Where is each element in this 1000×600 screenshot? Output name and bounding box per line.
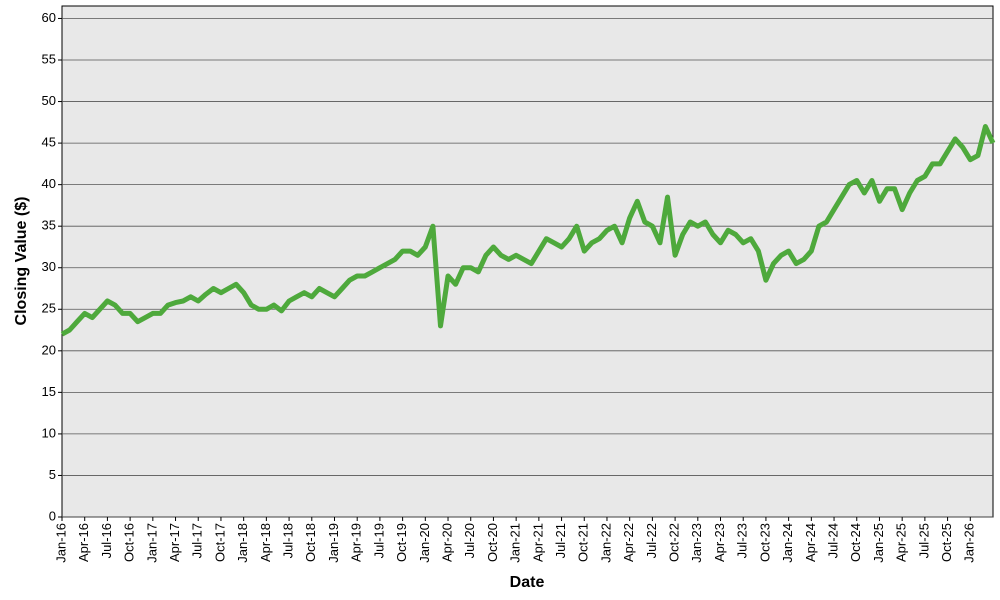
x-tick-label: Jul-16 [99, 523, 114, 558]
y-tick-label: 40 [42, 176, 56, 191]
y-tick-label: 15 [42, 384, 56, 399]
line-series [60, 124, 996, 337]
x-tick-label: Oct-25 [939, 523, 954, 562]
x-tick-label: Jan-21 [508, 523, 523, 563]
x-tick-label: Jan-23 [689, 523, 704, 563]
x-tick-label: Oct-21 [576, 523, 591, 562]
x-tick-label: Jul-23 [735, 523, 750, 558]
x-tick-label: Jul-19 [371, 523, 386, 558]
x-tick-label: Apr-24 [803, 523, 818, 562]
x-tick-label: Oct-19 [394, 523, 409, 562]
x-tick-label: Oct-23 [757, 523, 772, 562]
x-tick-label: Apr-19 [349, 523, 364, 562]
x-tick-label: Jul-17 [190, 523, 205, 558]
x-tick-label: Jan-19 [326, 523, 341, 563]
y-tick-label: 45 [42, 135, 56, 150]
x-tick-label: Apr-23 [712, 523, 727, 562]
x-tick-label: Oct-24 [848, 523, 863, 562]
x-tick-label: Apr-25 [894, 523, 909, 562]
x-tick-label: Jul-25 [916, 523, 931, 558]
x-tick-label: Jan-16 [53, 523, 68, 563]
x-tick-label: Jan-26 [962, 523, 977, 563]
x-tick-label: Jan-22 [598, 523, 613, 563]
x-tick-label: Jan-25 [871, 523, 886, 563]
x-tick-label: Oct-18 [303, 523, 318, 562]
y-tick-label: 0 [49, 508, 56, 523]
x-tick-label: Jul-22 [644, 523, 659, 558]
x-tick-label: Jul-21 [553, 523, 568, 558]
x-tick-label: Oct-20 [485, 523, 500, 562]
x-tick-label: Jul-18 [281, 523, 296, 558]
x-tick-label: Apr-17 [167, 523, 182, 562]
y-tick-label: 35 [42, 218, 56, 233]
y-tick-label: 25 [42, 301, 56, 316]
x-tick-label: Jan-17 [144, 523, 159, 563]
y-tick-label: 60 [42, 10, 56, 25]
x-tick-label: Jul-24 [825, 523, 840, 558]
x-tick-label: Apr-18 [258, 523, 273, 562]
x-tick-label: Apr-20 [439, 523, 454, 562]
x-tick-label: Apr-16 [76, 523, 91, 562]
x-tick-label: Jul-20 [462, 523, 477, 558]
x-tick-label: Apr-21 [530, 523, 545, 562]
y-tick-label: 55 [42, 51, 56, 66]
x-tick-label: Oct-22 [667, 523, 682, 562]
y-axis-title: Closing Value ($) [13, 197, 30, 326]
x-tick-label: Apr-22 [621, 523, 636, 562]
x-tick-label: Oct-17 [212, 523, 227, 562]
y-tick-label: 50 [42, 93, 56, 108]
x-tick-label: Jan-18 [235, 523, 250, 563]
x-tick-label: Oct-16 [122, 523, 137, 562]
y-tick-label: 20 [42, 342, 56, 357]
x-tick-label: Jan-24 [780, 523, 795, 563]
y-tick-label: 10 [42, 425, 56, 440]
y-tick-label: 5 [49, 467, 56, 482]
x-axis-title: Date [510, 574, 545, 591]
y-tick-label: 30 [42, 259, 56, 274]
x-tick-label: Jan-20 [417, 523, 432, 563]
